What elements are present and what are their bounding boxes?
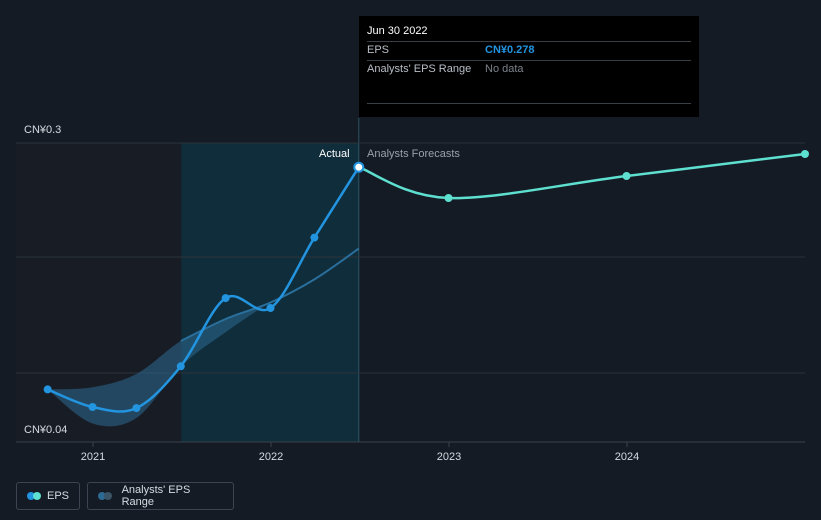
forecast-point-2023-12-31 (622, 172, 631, 180)
recent-band (181, 143, 359, 442)
eps-point-2021-06-30 (176, 362, 185, 371)
x-tick-label-2023: 2023 (437, 451, 461, 463)
tooltip-range-value: No data (485, 63, 524, 75)
eps-point-2020-09-30 (43, 385, 52, 394)
x-tick-label-2021: 2021 (81, 451, 105, 463)
forecast-point-2022-12-31 (444, 194, 453, 202)
actual-label: Actual (319, 148, 350, 160)
tooltip-date: Jun 30 2022 (367, 16, 691, 42)
tooltip-range-row: Analysts' EPS Range No data (367, 61, 691, 104)
legend-eps-label: EPS (46, 490, 69, 502)
tooltip-eps-label: EPS (367, 44, 390, 56)
range-legend-icon (98, 492, 114, 500)
eps-point-2021-12-31 (266, 304, 275, 312)
eps-range-band (47, 248, 359, 427)
eps-point-2021-03-31 (132, 404, 141, 413)
eps-range-mean-line (180, 247, 360, 342)
tooltip-range-label: Analysts' EPS Range (367, 63, 472, 75)
y-axis-bottom-label: CN¥0.04 (24, 424, 68, 436)
eps-legend-icon (27, 492, 41, 500)
eps-point-2021-09-30 (221, 294, 230, 303)
legend-range-button[interactable]: Analysts' EPS Range (87, 482, 234, 510)
eps-point-2022-06-30 (353, 161, 365, 173)
eps-point-2022-03-31 (310, 233, 319, 242)
forecast-point-2024-12-31 (801, 150, 809, 158)
x-tick-label-2022: 2022 (259, 451, 283, 463)
y-axis-top-label: CN¥0.3 (24, 124, 62, 136)
forecasts-label: Analysts Forecasts (367, 148, 460, 160)
eps-forecast-line (358, 152, 806, 200)
x-tick-label-2024: 2024 (615, 451, 639, 463)
legend-range-label: Analysts' EPS Range (121, 484, 191, 508)
eps-point-2020-12-31 (88, 403, 97, 411)
tooltip-eps-row: EPS CN¥0.278 (367, 42, 691, 61)
legend-eps-button[interactable]: EPS (16, 482, 80, 510)
tooltip: Jun 30 2022 EPS CN¥0.278 Analysts' EPS R… (359, 16, 699, 117)
tooltip-eps-value: CN¥0.278 (485, 44, 535, 56)
